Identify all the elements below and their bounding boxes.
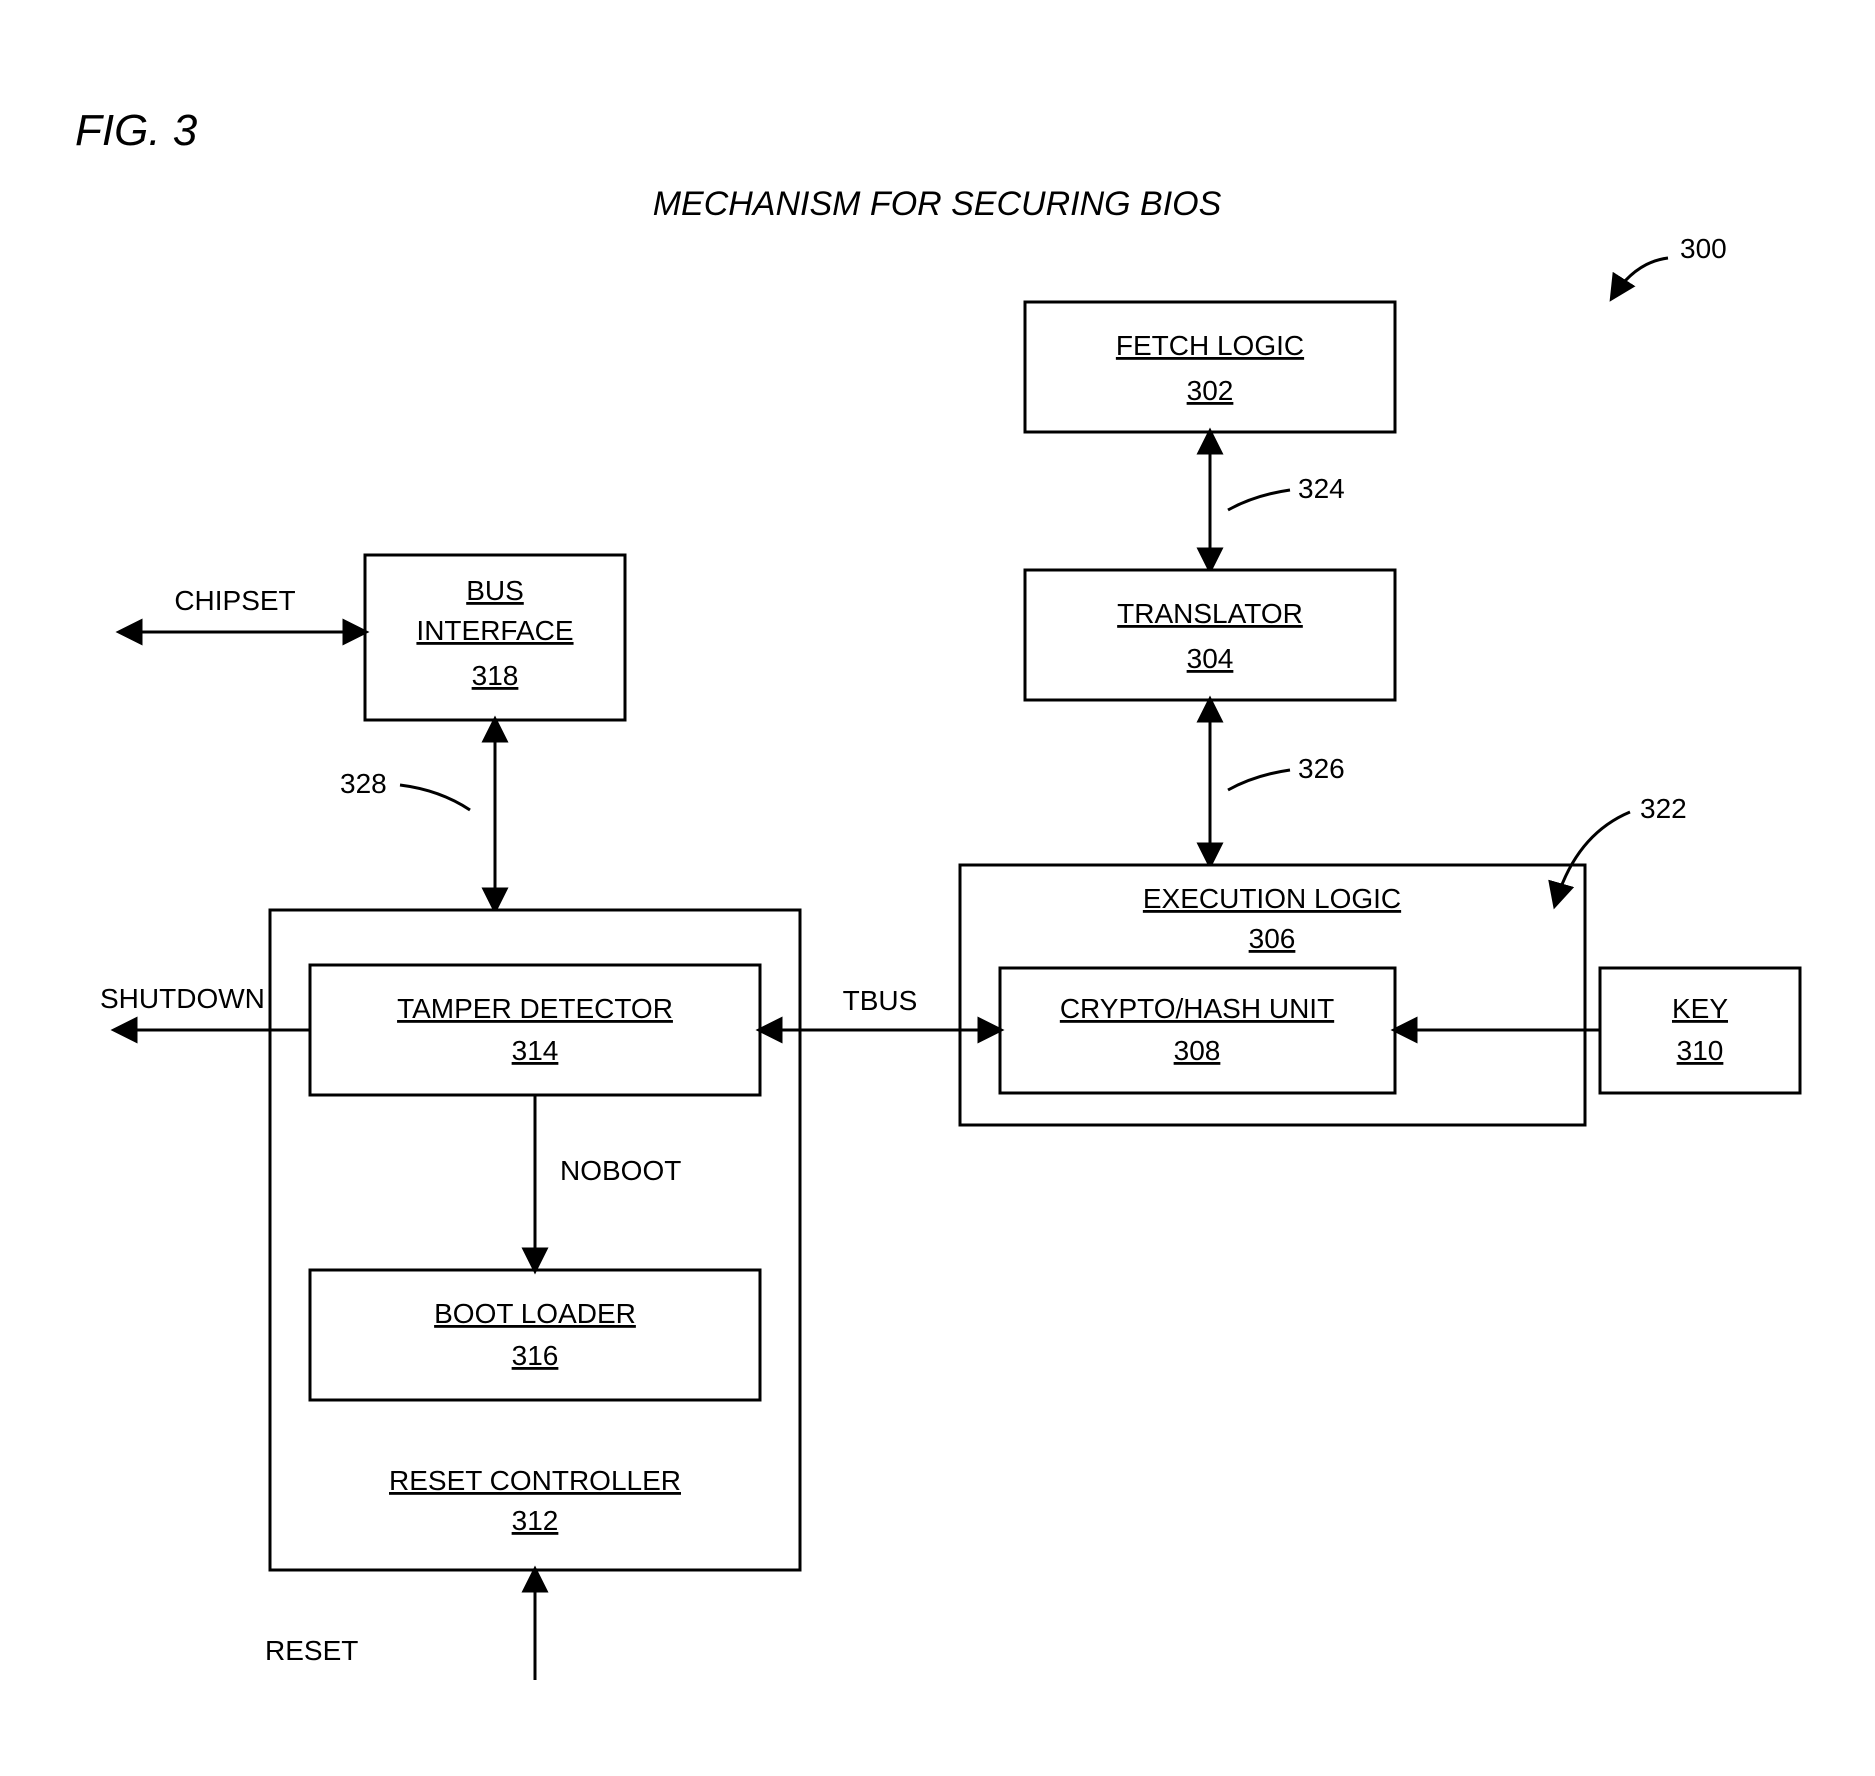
svg-text:322: 322 [1640,793,1687,824]
svg-text:NOBOOT: NOBOOT [560,1155,681,1186]
figure-title: MECHANISM FOR SECURING BIOS [653,185,1222,223]
svg-text:FETCH LOGIC: FETCH LOGIC [1116,330,1304,361]
svg-text:302: 302 [1187,375,1234,406]
block-fetch-logic: FETCH LOGIC 302 [1025,302,1395,432]
svg-text:312: 312 [512,1505,559,1536]
block-key: KEY 310 [1600,968,1800,1093]
svg-text:BUS: BUS [466,575,524,606]
svg-text:300: 300 [1680,233,1727,264]
svg-text:326: 326 [1298,753,1345,784]
svg-text:TBUS: TBUS [843,985,918,1016]
svg-text:INTERFACE: INTERFACE [416,615,573,646]
svg-text:SHUTDOWN: SHUTDOWN [100,983,265,1014]
ref-main: 300 [1612,233,1727,298]
svg-text:328: 328 [340,768,387,799]
block-tamper-detector: TAMPER DETECTOR 314 [310,965,760,1095]
block-crypto-hash: CRYPTO/HASH UNIT 308 [1000,968,1395,1093]
svg-text:324: 324 [1298,473,1345,504]
svg-text:RESET CONTROLLER: RESET CONTROLLER [389,1465,681,1496]
block-boot-loader: BOOT LOADER 316 [310,1270,760,1400]
svg-text:CRYPTO/HASH UNIT: CRYPTO/HASH UNIT [1060,993,1334,1024]
svg-text:308: 308 [1174,1035,1221,1066]
svg-text:318: 318 [472,660,519,691]
svg-text:KEY: KEY [1672,993,1728,1024]
block-bus-interface: BUS INTERFACE 318 [365,555,625,720]
ref-324: 324 [1228,473,1345,510]
ref-328: 328 [340,768,470,810]
svg-text:TRANSLATOR: TRANSLATOR [1117,598,1303,629]
svg-text:310: 310 [1677,1035,1724,1066]
figure-label: FIG. 3 [75,106,198,155]
ref-326: 326 [1228,753,1345,790]
edge-reset: RESET [265,1570,535,1680]
svg-text:306: 306 [1249,923,1296,954]
svg-text:CHIPSET: CHIPSET [174,585,295,616]
edge-chipset: CHIPSET [120,585,365,632]
block-translator: TRANSLATOR 304 [1025,570,1395,700]
svg-text:304: 304 [1187,643,1234,674]
svg-text:EXECUTION LOGIC: EXECUTION LOGIC [1143,883,1401,914]
svg-text:TAMPER DETECTOR: TAMPER DETECTOR [397,993,673,1024]
svg-text:RESET: RESET [265,1635,358,1666]
svg-text:316: 316 [512,1340,559,1371]
svg-text:BOOT LOADER: BOOT LOADER [434,1298,636,1329]
svg-text:314: 314 [512,1035,559,1066]
